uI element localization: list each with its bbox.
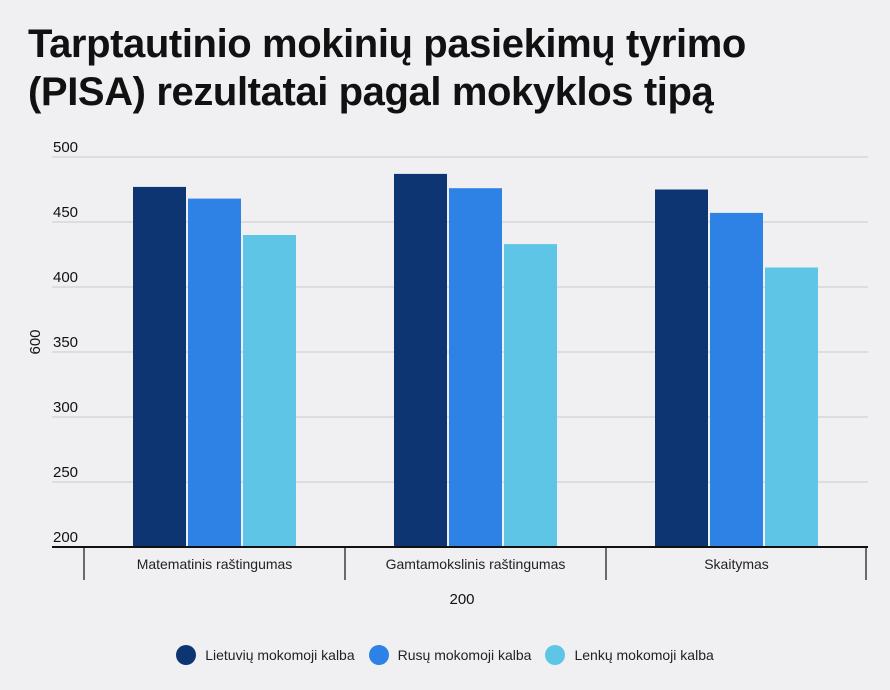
x-tick-label: Skaitymas: [704, 556, 769, 572]
y-tick-label: 300: [53, 399, 78, 416]
x-tick-label: Matematinis raštingumas: [137, 556, 293, 572]
bar: [765, 267, 818, 547]
bar: [188, 198, 241, 547]
chart-title: Tarptautinio mokinių pasiekimų tyrimo (P…: [28, 22, 746, 114]
x-axis: Matematinis raštingumas Gamtamokslinis ra…: [52, 546, 868, 580]
legend-swatch: [545, 645, 566, 665]
bar-chart: 200 250 300 350 400 450 500 Matematinis raštin…: [27, 139, 868, 608]
legend-swatch: [176, 645, 197, 665]
bar: [133, 186, 186, 547]
x-axis-label: 200: [449, 591, 474, 608]
bar: [394, 173, 447, 547]
bar: [655, 189, 708, 547]
bars: [133, 173, 818, 547]
legend-item: Rusų mokomoji kalba: [368, 645, 532, 665]
bar: [449, 188, 502, 547]
bar: [504, 244, 557, 547]
bar: [243, 235, 296, 547]
y-axis-label: 600: [27, 329, 44, 354]
y-tick-label: 500: [53, 139, 78, 156]
legend-label: Lietuvių mokomoji kalba: [205, 647, 355, 663]
x-tick-label: Gamtamokslinis raštingumas: [386, 556, 566, 572]
legend: Lietuvių mokomoji kalba Rusų mokomoji kal…: [0, 645, 890, 665]
y-tick-label: 450: [53, 204, 78, 221]
y-tick-labels: 200 250 300 350 400 450 500: [53, 139, 78, 546]
y-tick-label: 350: [53, 334, 78, 351]
legend-item: Lietuvių mokomoji kalba: [176, 645, 355, 665]
y-tick-label: 250: [53, 464, 78, 481]
legend-item: Lenkų mokomoji kalba: [545, 645, 714, 665]
y-tick-label: 200: [53, 529, 78, 546]
legend-label: Lenkų mokomoji kalba: [574, 647, 714, 663]
legend-swatch: [368, 645, 389, 665]
legend-label: Rusų mokomoji kalba: [397, 647, 532, 663]
bar: [710, 212, 763, 547]
y-tick-label: 400: [53, 269, 78, 286]
